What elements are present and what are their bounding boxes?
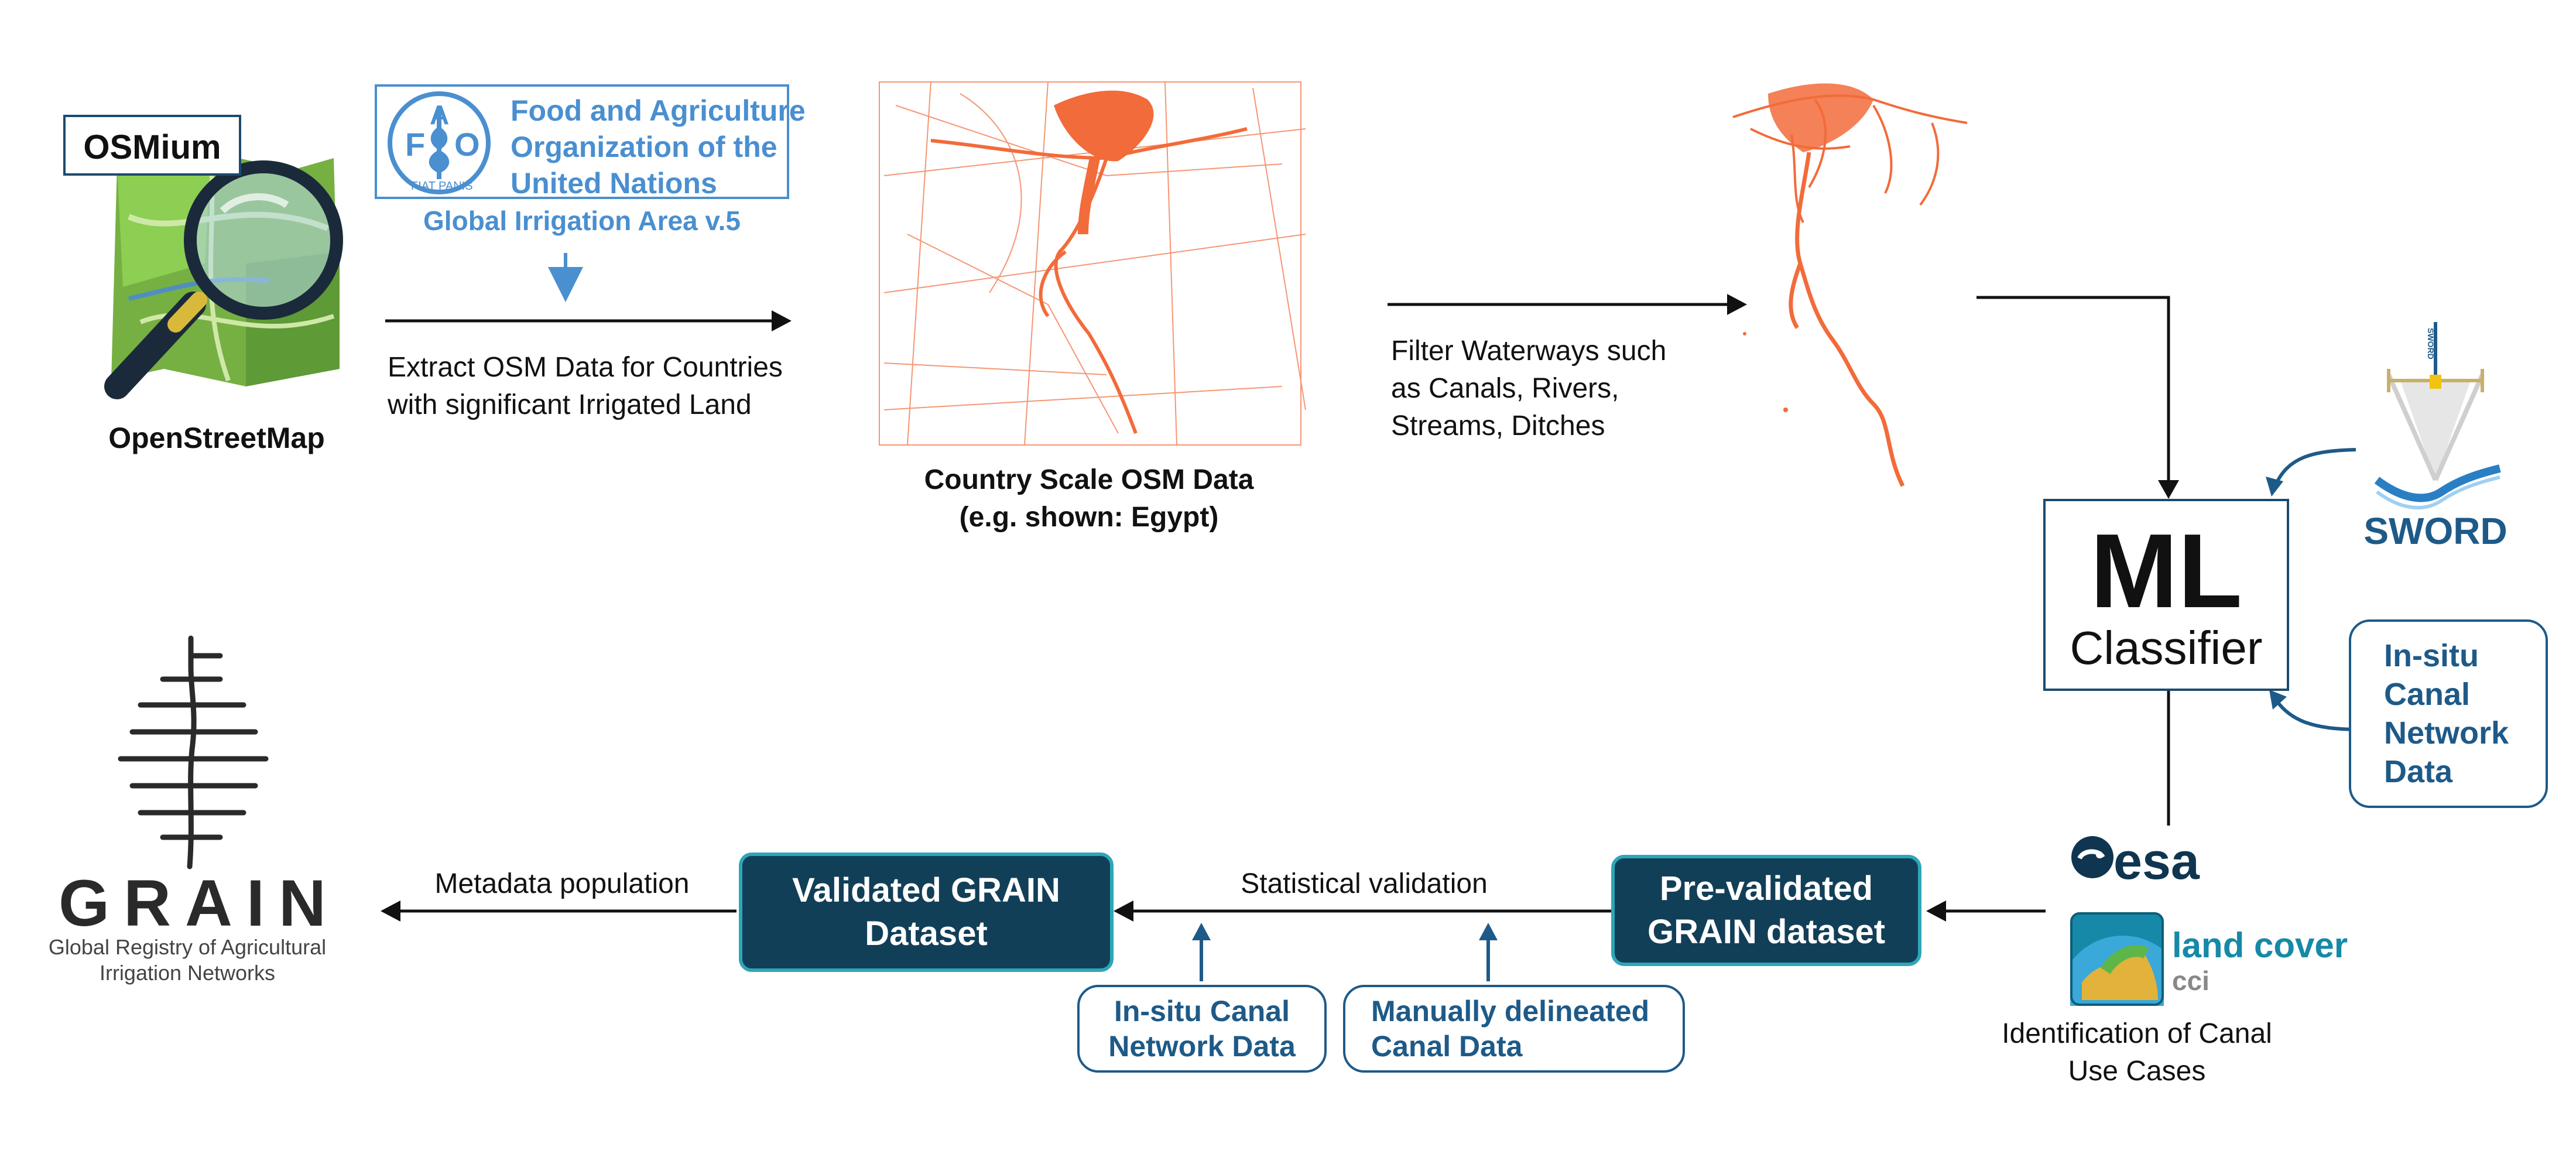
sword-label: SWORD [2363,510,2508,552]
extract-arrow-head [772,310,792,331]
grain-wordmark: GRAIN [59,867,340,940]
insitu-right-arrow [2274,699,2359,731]
grain-subtitle-line1: Global Registry of Agricultural [48,935,327,959]
fao-name-line3: United Nations [511,167,717,200]
extract-text-line2: with significant Irrigated Land [388,389,752,420]
fao-logo-box: F A O FIAT PANIS Food and Agriculture Or… [375,84,806,200]
insitu-right-line3: Network [2384,715,2509,751]
filter-arrow-head [1727,294,1747,315]
country-data-line2: (e.g. shown: Egypt) [959,502,1219,533]
identification-line1: Identification of Canal [2002,1018,2272,1049]
manual-line1: Manually delineated [1371,995,1650,1028]
openstreetmap-label: OpenStreetMap [108,422,325,454]
prevalidated-line1: Pre-validated [1659,869,1873,908]
statistical-validation-label: Statistical validation [1241,868,1488,899]
prevalidated-line2: GRAIN dataset [1647,913,1886,951]
global-irrigation-area-label: Global Irrigation Area v.5 [423,206,741,236]
insitu-right-line2: Canal [2384,677,2471,712]
identification-caption: Identification of Canal Use Cases [1955,1015,2318,1090]
cci-label: cci [2172,965,2210,996]
grain-logo-icon [118,635,269,869]
extract-text-line1: Extract OSM Data for Countries [388,352,783,383]
ml-title: ML [2090,512,2242,630]
magnifier-icon [104,160,343,399]
openstreetmap-logo [104,152,343,399]
validated-grain-dataset-box: Validated GRAIN Dataset [739,852,1114,972]
to-prevalidated-arrow-head [1926,900,1946,922]
fao-letter-a: A [430,100,449,130]
fao-emblem-icon: F A O FIAT PANIS [388,91,491,194]
to-classifier-arrow-head [2158,480,2179,499]
grain-subtitle-line2: Irrigation Networks [99,961,276,985]
manually-delineated-canal-box: Manually delineated Canal Data [1343,985,1685,1073]
land-cover-label: land cover [2172,926,2348,965]
land-cover-cci-logo-icon [2070,912,2164,1006]
sword-logo: SWORD [2374,322,2501,509]
manual-line2: Canal Data [1371,1030,1523,1063]
insitu-bottom-up-arrow-head [1192,923,1211,940]
classifier-label: Classifier [2070,622,2263,674]
ml-classifier-box: ML Classifier [2043,499,2289,691]
fao-emblem-text: FIAT PANIS [411,180,473,193]
metadata-arrow-head [381,900,400,922]
prevalidated-grain-dataset-box: Pre-validated GRAIN dataset [1611,855,1921,966]
fao-letter-f: F [405,126,425,163]
identification-line2: Use Cases [2068,1056,2206,1087]
sword-logo-text: SWORD [2426,328,2435,359]
fao-name: Food and Agriculture Organization of the… [511,93,806,201]
metadata-population-label: Metadata population [434,868,690,899]
extract-text: Extract OSM Data for Countries with sign… [388,349,809,424]
validated-line2: Dataset [865,915,988,953]
insitu-right-line4: Data [2384,754,2453,789]
grain-subtitle: Global Registry of Agricultural Irrigati… [23,934,351,986]
insitu-bottom-line1: In-situ Canal [1114,995,1290,1028]
statistical-validation-arrow-head [1114,900,1133,922]
insitu-canal-network-box-right: In-situ Canal Network Data [2349,619,2548,808]
filter-text: Filter Waterways such as Canals, Rivers,… [1391,333,1719,445]
filtered-waterways-map [1732,83,1968,487]
fao-name-line1: Food and Agriculture [511,94,806,127]
insitu-right-arrow-head [2269,690,2287,710]
filter-text-line3: Streams, Ditches [1391,410,1605,441]
filter-text-line1: Filter Waterways such [1391,335,1667,367]
sword-arrow-head [2266,477,2283,497]
insitu-canal-network-box-bottom: In-situ Canal Network Data [1077,985,1327,1073]
manual-up-arrow-head [1479,923,1498,940]
country-data-caption: Country Scale OSM Data (e.g. shown: Egyp… [855,461,1323,536]
validated-line1: Validated GRAIN [792,871,1060,909]
fao-name-line2: Organization of the [511,131,777,163]
esa-logo-icon [2071,836,2113,878]
sword-arrow [2273,448,2356,487]
fao-letter-o: O [454,126,480,163]
osmium-label: OSMium [63,115,241,176]
country-data-line1: Country Scale OSM Data [924,464,1254,495]
filter-text-line2: as Canals, Rivers, [1391,373,1619,404]
insitu-bottom-line2: Network Data [1108,1030,1296,1063]
esa-label: esa [2113,832,2200,890]
country-osm-map [879,81,1306,446]
to-classifier-connector [1976,296,2170,486]
insitu-right-line1: In-situ [2384,638,2479,673]
